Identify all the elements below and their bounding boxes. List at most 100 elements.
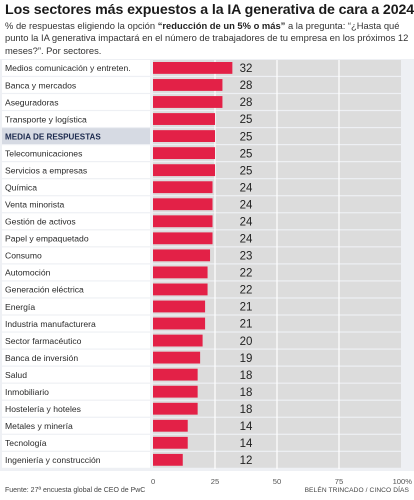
category-label: Aseguradoras <box>5 97 59 107</box>
value-label: 22 <box>240 285 253 297</box>
value-label: 19 <box>240 353 253 365</box>
category-label: Medios comunicación y entreten. <box>5 63 131 73</box>
value-label: 25 <box>240 114 253 126</box>
category-label: Generación eléctrica <box>5 285 84 295</box>
category-label: Tecnología <box>5 438 47 448</box>
category-label: Automoción <box>5 268 51 278</box>
row-label-background <box>2 366 150 383</box>
category-label: Telecomunicaciones <box>5 148 82 158</box>
category-label: Papel y empaquetado <box>5 234 89 244</box>
row-label-background <box>2 383 150 400</box>
bar <box>153 249 211 262</box>
row-label-background <box>2 298 150 315</box>
row-label-background <box>2 179 150 196</box>
row-label-background <box>2 417 150 434</box>
value-label: 32 <box>240 63 253 75</box>
bar <box>153 266 208 279</box>
source-note: Fuente: 27ª encuesta global de CEO de Pw… <box>5 487 146 494</box>
row-label-background <box>2 400 150 417</box>
bar <box>153 62 233 74</box>
bar <box>153 232 213 245</box>
bar <box>153 164 215 177</box>
row-label-background <box>2 451 150 468</box>
value-label: 25 <box>240 165 253 177</box>
bar <box>153 351 201 364</box>
value-label: 22 <box>240 268 253 280</box>
bar <box>153 453 183 466</box>
bar <box>153 113 215 125</box>
value-label: 24 <box>240 216 253 228</box>
bar <box>153 130 215 142</box>
subtitle-highlight: “reducción de un 5% o más” <box>157 20 286 31</box>
bar <box>153 419 188 432</box>
category-label: Gestión de activos <box>5 217 76 227</box>
bar <box>153 402 198 415</box>
value-label: 20 <box>240 336 253 348</box>
bar <box>153 181 213 194</box>
row-label-background <box>2 128 150 144</box>
category-label: Química <box>5 183 37 193</box>
value-label: 25 <box>240 131 253 143</box>
category-label: Sector farmacéutico <box>5 336 82 346</box>
bar <box>153 198 213 211</box>
row-label-background <box>2 60 150 76</box>
bar <box>153 334 203 347</box>
value-label: 21 <box>240 302 253 314</box>
row-label-background <box>2 111 150 127</box>
row-label-background <box>2 94 150 110</box>
category-label: Consumo <box>5 251 42 261</box>
row-label-background <box>2 230 150 247</box>
value-label: 24 <box>240 234 253 246</box>
category-label: Ingeniería y construcción <box>5 455 101 465</box>
row-label-background <box>2 264 150 281</box>
x-tick-label: 25 <box>211 477 219 486</box>
value-label: 18 <box>240 370 253 382</box>
row-label-background <box>2 315 150 332</box>
category-label: Industria manufacturera <box>5 319 96 329</box>
bar <box>153 79 223 91</box>
bar-chart: Medios comunicación y entreten. Banca y m… <box>0 59 414 486</box>
category-label: Transporte y logística <box>5 114 87 124</box>
x-tick-label: 75 <box>335 477 343 486</box>
category-label: Hostelería y hoteles <box>5 404 81 414</box>
row-label-background <box>2 162 150 179</box>
value-label: 21 <box>240 319 253 331</box>
category-label: Energía <box>5 302 35 312</box>
bar <box>153 283 208 296</box>
category-label: Banca y mercados <box>5 80 76 90</box>
x-tick-label: 100% <box>393 477 413 486</box>
value-label: 12 <box>240 455 253 467</box>
value-label: 14 <box>240 421 253 433</box>
category-label: Metales y minería <box>5 421 73 431</box>
category-label: Salud <box>5 370 27 380</box>
bar <box>153 300 206 313</box>
row-label-background <box>2 213 150 230</box>
value-label: 24 <box>240 182 253 194</box>
row-label-background <box>2 349 150 366</box>
category-label: Venta minorista <box>5 200 64 210</box>
row-label-background <box>2 77 150 93</box>
row-label-background <box>2 247 150 264</box>
bar <box>153 96 223 108</box>
row-label-background <box>2 332 150 349</box>
value-label: 18 <box>240 404 253 416</box>
bar <box>153 368 198 381</box>
row-label-background <box>2 145 150 162</box>
credit-note: BELÉN TRINCADO / CINCO DÍAS <box>304 487 409 494</box>
value-label: 28 <box>240 97 253 109</box>
row-label-background <box>2 196 150 213</box>
category-label: Banca de inversión <box>5 353 78 363</box>
x-tick-label: 0 <box>151 477 155 486</box>
bar <box>153 147 215 160</box>
category-label: MEDIA DE RESPUESTAS <box>5 132 101 141</box>
value-label: 28 <box>240 80 253 92</box>
row-label-background <box>2 281 150 298</box>
bar <box>153 215 213 228</box>
subtitle-prefix: % de respuestas eligiendo la opción <box>5 20 158 31</box>
bar <box>153 385 198 398</box>
value-label: 23 <box>240 251 253 263</box>
x-tick-label: 50 <box>273 477 281 486</box>
bar <box>153 436 188 449</box>
row-label-background <box>2 434 150 451</box>
subtitle-suffix: a la pregunta: “¿Hasta qué punto la IA g… <box>5 20 409 56</box>
